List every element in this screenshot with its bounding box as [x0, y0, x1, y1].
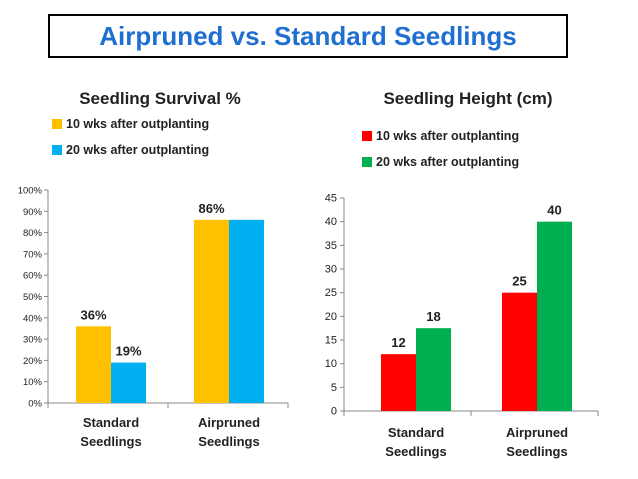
- chart2-category-label-1-1: Standard: [388, 425, 444, 440]
- chart1-y-tick-label: 10%: [23, 377, 43, 388]
- chart2-legend-label-2: 20 wks after outplanting: [376, 155, 519, 169]
- chart1-legend-label-1: 10 wks after outplanting: [66, 117, 209, 131]
- chart1-bar-2-1: [194, 219, 229, 403]
- chart1-y-tick-label: 0%: [28, 399, 42, 410]
- chart1-bar-1-2: [111, 362, 146, 403]
- chart1-category-label-1-1: Standard: [83, 415, 139, 430]
- chart1-data-label-1-2: 19%: [115, 344, 141, 359]
- chart2-y-tick-label: 10: [325, 358, 337, 370]
- chart2-y-tick-label: 5: [331, 382, 337, 394]
- chart2-category-label-2-1: Airpruned: [506, 425, 568, 440]
- chart1-y-tick-label: 30%: [23, 335, 43, 346]
- chart1-y-tick-label: 20%: [23, 356, 43, 367]
- chart2-bar-1-1: [381, 354, 416, 411]
- chart2-y-tick-label: 0: [331, 406, 337, 418]
- chart1-y-tick-label: 100%: [18, 186, 43, 197]
- chart2-data-label-2-1: 25: [512, 274, 526, 289]
- chart1-y-tick-label: 40%: [23, 313, 43, 324]
- chart2-legend-swatch-1: [362, 131, 372, 141]
- chart1-y-tick-label: 60%: [23, 271, 43, 282]
- chart1-data-label-1-1: 36%: [80, 307, 106, 322]
- chart2-data-label-1-2: 18: [426, 309, 440, 324]
- chart1-category-label-1-2: Seedlings: [80, 434, 141, 449]
- chart1-bar-1-1: [76, 326, 111, 403]
- chart1-data-label-2-1: 86%: [198, 201, 224, 216]
- chart1-category-label-2-2: Seedlings: [198, 434, 259, 449]
- chart2-data-label-1-1: 12: [391, 335, 405, 350]
- chart2-category-label-2-2: Seedlings: [506, 444, 567, 459]
- chart2-bar-1-2: [416, 328, 451, 411]
- chart2-legend-swatch-2: [362, 157, 372, 167]
- chart2-y-tick-label: 35: [325, 240, 337, 252]
- chart2-y-tick-label: 25: [325, 287, 337, 299]
- chart1-legend-swatch-2: [52, 145, 62, 155]
- chart1-category-label-2-1: Airpruned: [198, 415, 260, 430]
- chart2-bar-2-1: [502, 292, 537, 411]
- chart1-legend-swatch-1: [52, 119, 62, 129]
- chart2-y-tick-label: 30: [325, 264, 337, 276]
- page-title: Airpruned vs. Standard Seedlings: [48, 14, 568, 58]
- chart2-y-tick-label: 20: [325, 311, 337, 323]
- chart2-data-label-2-2: 40: [547, 203, 561, 218]
- chart1-y-tick-label: 90%: [23, 207, 43, 218]
- chart2-legend-label-1: 10 wks after outplanting: [376, 129, 519, 143]
- chart1-title: Seedling Survival %: [79, 89, 241, 108]
- chart1-bar-2-2: [229, 219, 264, 403]
- chart2-category-label-1-2: Seedlings: [385, 444, 446, 459]
- chart2-y-tick-label: 45: [325, 193, 337, 205]
- chart2-title: Seedling Height (cm): [383, 89, 552, 108]
- chart1-legend-label-2: 20 wks after outplanting: [66, 143, 209, 157]
- chart1-y-tick-label: 70%: [23, 249, 43, 260]
- chart1-y-tick-label: 50%: [23, 292, 43, 303]
- chart2-y-tick-label: 40: [325, 216, 337, 228]
- chart2-y-tick-label: 15: [325, 335, 337, 347]
- chart2-bar-2-2: [537, 221, 572, 411]
- chart1-y-tick-label: 80%: [23, 228, 43, 239]
